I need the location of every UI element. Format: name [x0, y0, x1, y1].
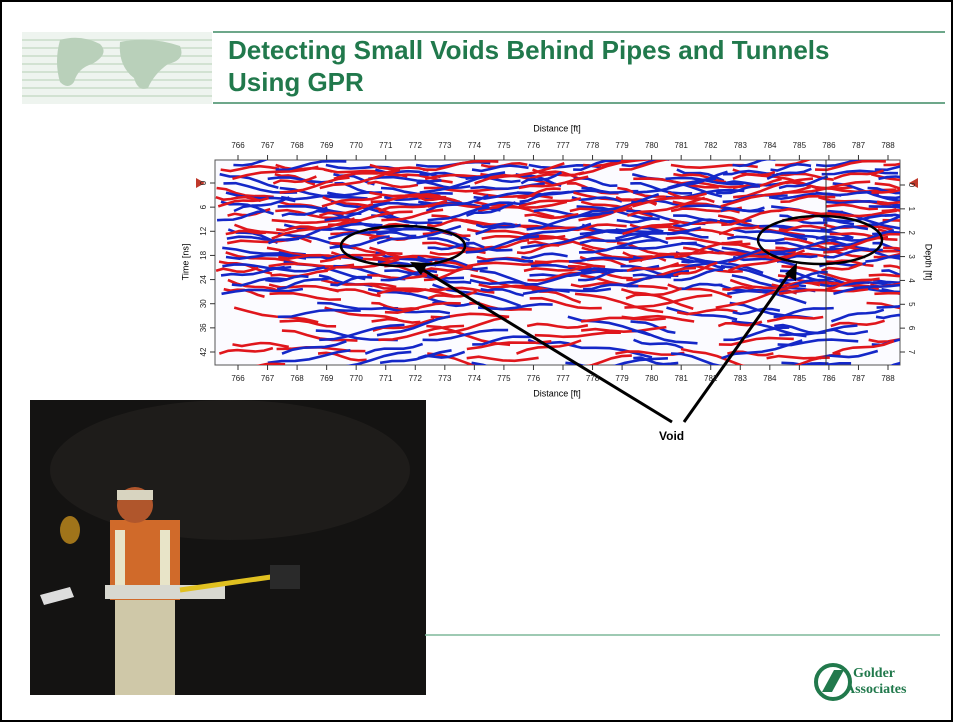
logo-line2: Associates [845, 682, 907, 697]
x-tick-label: 787 [852, 374, 866, 383]
x-tick-label: 775 [497, 141, 511, 150]
logo-line1: Golder [853, 666, 895, 681]
x-tick-label: 772 [409, 374, 423, 383]
y-tick-label: 12 [199, 226, 208, 235]
x-tick-label: 777 [556, 141, 570, 150]
y-tick-label: 30 [199, 299, 208, 308]
y-tick-label: 0 [199, 180, 208, 185]
x-tick-label: 779 [615, 141, 629, 150]
x-tick-label: 773 [438, 374, 452, 383]
x-tick-label: 781 [675, 374, 689, 383]
y2-tick-label: 0 [907, 183, 916, 188]
x-tick-label: 771 [379, 374, 393, 383]
x-tick-label: 784 [763, 374, 777, 383]
y2-tick-label: 3 [907, 254, 916, 259]
y-tick-label: 42 [199, 347, 208, 356]
x-tick-label: 780 [645, 374, 659, 383]
x-tick-label: 788 [881, 374, 895, 383]
x-tick-label: 782 [704, 141, 718, 150]
x-tick-label: 770 [350, 374, 364, 383]
photo [30, 400, 426, 695]
x-tick-label: 766 [231, 141, 245, 150]
y2-axis-title: Depth [ft] [924, 244, 934, 281]
x-tick-label: 788 [881, 141, 895, 150]
x-tick-label: 782 [704, 374, 718, 383]
x-tick-label: 778 [586, 374, 600, 383]
x-tick-label: 772 [409, 141, 423, 150]
x-tick-label: 783 [734, 141, 748, 150]
y-tick-label: 18 [199, 250, 208, 259]
x-tick-label: 786 [822, 374, 836, 383]
x-tick-label: 771 [379, 141, 393, 150]
x-tick-label: 768 [290, 141, 304, 150]
x-tick-label: 777 [556, 374, 570, 383]
x-tick-label: 774 [468, 374, 482, 383]
x-tick-label: 776 [527, 141, 541, 150]
x-tick-label: 785 [793, 374, 807, 383]
x-tick-label: 767 [261, 141, 275, 150]
y2-tick-label: 4 [907, 278, 916, 283]
x-tick-label: 769 [320, 141, 334, 150]
void-label: Void [659, 429, 684, 443]
y-tick-label: 24 [199, 275, 208, 284]
x-tick-label: 785 [793, 141, 807, 150]
x-tick-label: 776 [527, 374, 541, 383]
y2-tick-label: 6 [907, 326, 916, 331]
x-tick-label: 770 [350, 141, 364, 150]
x-tick-label: 786 [822, 141, 836, 150]
x-tick-label: 768 [290, 374, 304, 383]
x-axis-title-top: Distance [ft] [533, 123, 581, 133]
x-tick-label: 779 [615, 374, 629, 383]
x-tick-label: 769 [320, 374, 334, 383]
header-map [22, 32, 212, 104]
y2-tick-label: 5 [907, 302, 916, 307]
y-axis-title: Time [ns] [180, 244, 190, 281]
y2-tick-label: 7 [907, 350, 916, 355]
x-tick-label: 787 [852, 141, 866, 150]
y-tick-label: 6 [199, 204, 208, 209]
y2-tick-label: 1 [907, 207, 916, 212]
x-tick-label: 766 [231, 374, 245, 383]
slide: Detecting Small Voids Behind Pipes and T… [0, 0, 953, 722]
y-tick-label: 36 [199, 323, 208, 332]
x-tick-label: 784 [763, 141, 777, 150]
slide-title: Detecting Small Voids Behind Pipes and T… [228, 34, 868, 98]
x-tick-label: 773 [438, 141, 452, 150]
x-tick-label: 781 [675, 141, 689, 150]
x-tick-label: 767 [261, 374, 275, 383]
x-axis-title-bottom: Distance [ft] [533, 388, 581, 398]
title-box: Detecting Small Voids Behind Pipes and T… [228, 34, 928, 104]
x-tick-label: 774 [468, 141, 482, 150]
y2-tick-label: 2 [907, 230, 916, 235]
x-tick-label: 778 [586, 141, 600, 150]
x-tick-label: 780 [645, 141, 659, 150]
x-tick-label: 775 [497, 374, 511, 383]
x-tick-label: 783 [734, 374, 748, 383]
